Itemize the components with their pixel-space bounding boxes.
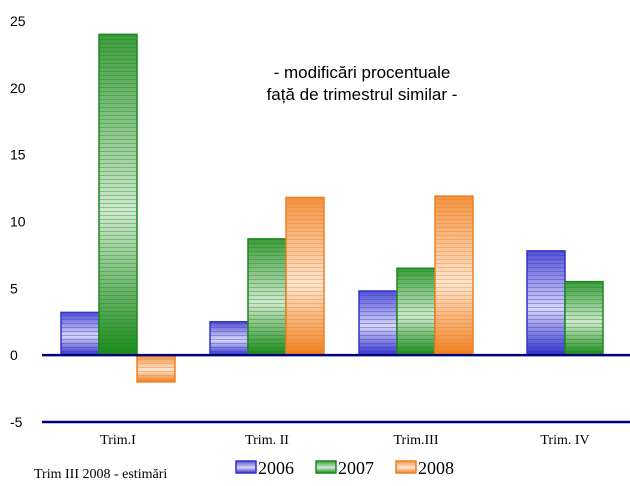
annotation-line-2: față de trimestrul similar - bbox=[267, 85, 458, 104]
y-tick-label: 0 bbox=[10, 347, 18, 363]
x-category-label: Trim. IV bbox=[540, 433, 589, 448]
bar-2006-1-hatch bbox=[61, 312, 99, 356]
legend-label-2006: 2006 bbox=[258, 458, 294, 478]
bar-2008-1-hatch bbox=[137, 355, 175, 382]
footnote: Trim III 2008 - estimări bbox=[34, 467, 167, 482]
y-tick-label: 10 bbox=[10, 214, 26, 230]
bar-2007-1-hatch bbox=[99, 34, 137, 356]
bar-2007-2-hatch bbox=[248, 238, 286, 356]
bar-2008-2-hatch bbox=[286, 197, 324, 356]
bar-2006-3-hatch bbox=[359, 291, 397, 356]
legend: 2006 2007 2008 bbox=[235, 458, 454, 478]
x-category-label: Trim. II bbox=[245, 433, 289, 448]
y-tick-label: 15 bbox=[10, 147, 26, 163]
annotation-line-1: - modificări procentuale bbox=[274, 63, 451, 82]
legend-label-2007: 2007 bbox=[338, 458, 374, 478]
y-tick-label: 25 bbox=[10, 13, 26, 29]
legend-swatch-2008 bbox=[395, 460, 417, 474]
bar-2007-4-hatch bbox=[565, 281, 603, 356]
bar-2007-3-hatch bbox=[397, 268, 435, 356]
legend-swatch-2007 bbox=[315, 460, 337, 474]
legend-label-2008: 2008 bbox=[418, 458, 454, 478]
legend-swatch-2006 bbox=[235, 460, 257, 474]
x-category-labels: Trim.I Trim. II Trim.III Trim. IV bbox=[100, 433, 589, 448]
y-tick-label: -5 bbox=[10, 414, 23, 430]
bar-2008-3-hatch bbox=[435, 196, 473, 356]
x-category-label: Trim.I bbox=[100, 433, 136, 448]
y-tick-label: 5 bbox=[10, 280, 18, 296]
x-category-label: Trim.III bbox=[394, 433, 439, 448]
y-tick-labels: 25 20 15 10 5 0 -5 bbox=[10, 13, 26, 430]
bar-2006-2-hatch bbox=[210, 321, 248, 356]
bars-group bbox=[60, 33, 604, 383]
bar-2006-4-hatch bbox=[527, 250, 565, 356]
y-tick-label: 20 bbox=[10, 80, 26, 96]
axes-group bbox=[42, 353, 630, 424]
